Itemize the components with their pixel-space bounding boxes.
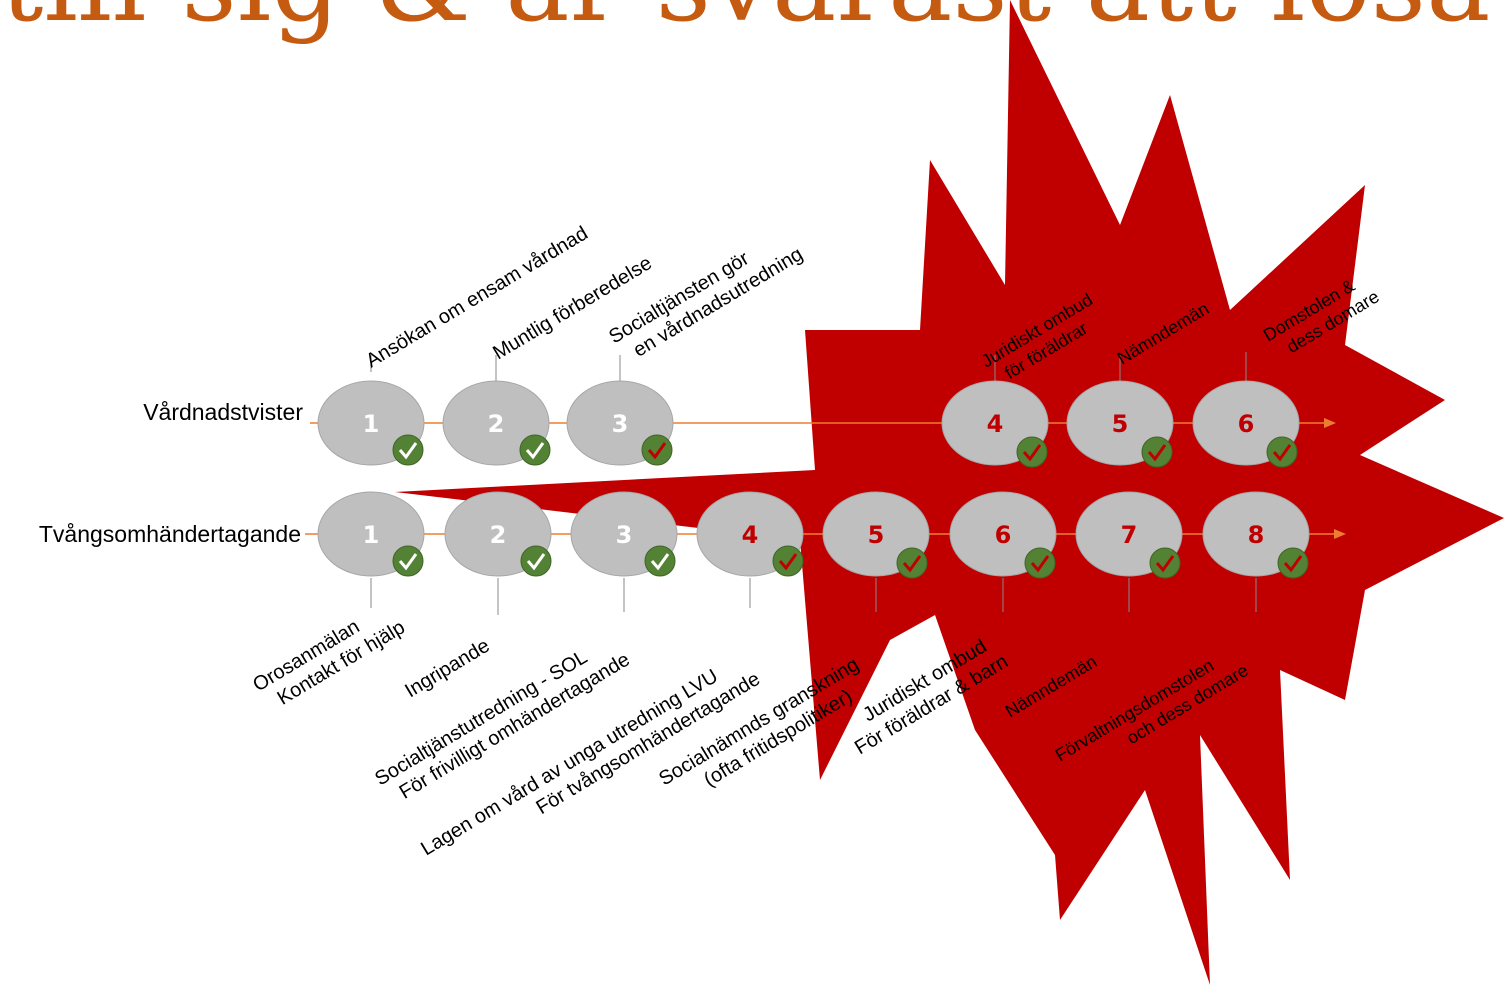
node: 2 Ingripande [401, 491, 552, 703]
node-number: 2 [490, 521, 507, 549]
node-number: 6 [995, 521, 1012, 549]
row-label-tvangsomhandertagande: Tvångsomhändertagande [39, 521, 301, 547]
node-caption: Ansökan om ensam vårdnad [362, 222, 592, 372]
check-icon [647, 442, 667, 460]
check-icon [1030, 555, 1050, 573]
check-badge [772, 545, 804, 577]
check-icon [525, 442, 545, 460]
check-icon [1155, 555, 1175, 573]
check-badge [644, 545, 676, 577]
node-number: 1 [363, 410, 380, 438]
node-number: 4 [987, 410, 1004, 438]
check-icon [398, 553, 418, 571]
check-icon [526, 553, 546, 571]
check-icon [650, 553, 670, 571]
row-label-vardnadstvister: Vårdnadstvister [143, 399, 303, 425]
node: 3 Socialtjänsten gör en vårdnadsutrednin… [566, 223, 807, 466]
node-number: 1 [363, 521, 380, 549]
check-icon [1022, 444, 1042, 462]
page-title: till sig & är svårast att lösa! [0, 0, 1504, 38]
title-area: till sig & är svårast att lösa! [0, 0, 1504, 60]
timeline-arrowhead [1334, 529, 1346, 539]
node-caption: Orosanmälan Kontakt för hjälp [249, 596, 409, 717]
node-number: 3 [616, 521, 633, 549]
check-badge [1141, 436, 1173, 468]
check-badge [519, 434, 551, 466]
check-badge [520, 545, 552, 577]
node-number: 2 [488, 410, 505, 438]
timeline-arrowhead [1324, 418, 1336, 428]
check-badge [896, 547, 928, 579]
check-badge [1016, 436, 1048, 468]
check-badge [1024, 547, 1056, 579]
node-caption: Socialtjänsten gör en vårdnadsutredning [605, 223, 807, 369]
check-badge [641, 434, 673, 466]
check-badge [392, 434, 424, 466]
check-badge [1266, 436, 1298, 468]
check-badge [392, 545, 424, 577]
caption-line: Ingripande [401, 635, 493, 703]
node-number: 7 [1121, 521, 1138, 549]
node-number: 5 [1112, 410, 1129, 438]
node-caption: Ingripande [401, 635, 493, 703]
node-number: 5 [868, 521, 885, 549]
check-icon [398, 442, 418, 460]
caption-line: Ansökan om ensam vårdnad [362, 222, 592, 372]
check-icon [1147, 444, 1167, 462]
node-number: 6 [1238, 410, 1255, 438]
node-number: 8 [1248, 521, 1265, 549]
node-number: 4 [742, 521, 759, 549]
check-icon [1283, 555, 1303, 573]
check-badge [1149, 547, 1181, 579]
node-number: 3 [612, 410, 629, 438]
check-badge [1277, 547, 1309, 579]
check-icon [778, 553, 798, 571]
check-icon [902, 555, 922, 573]
burst-shape [395, 0, 1504, 985]
check-icon [1272, 444, 1292, 462]
